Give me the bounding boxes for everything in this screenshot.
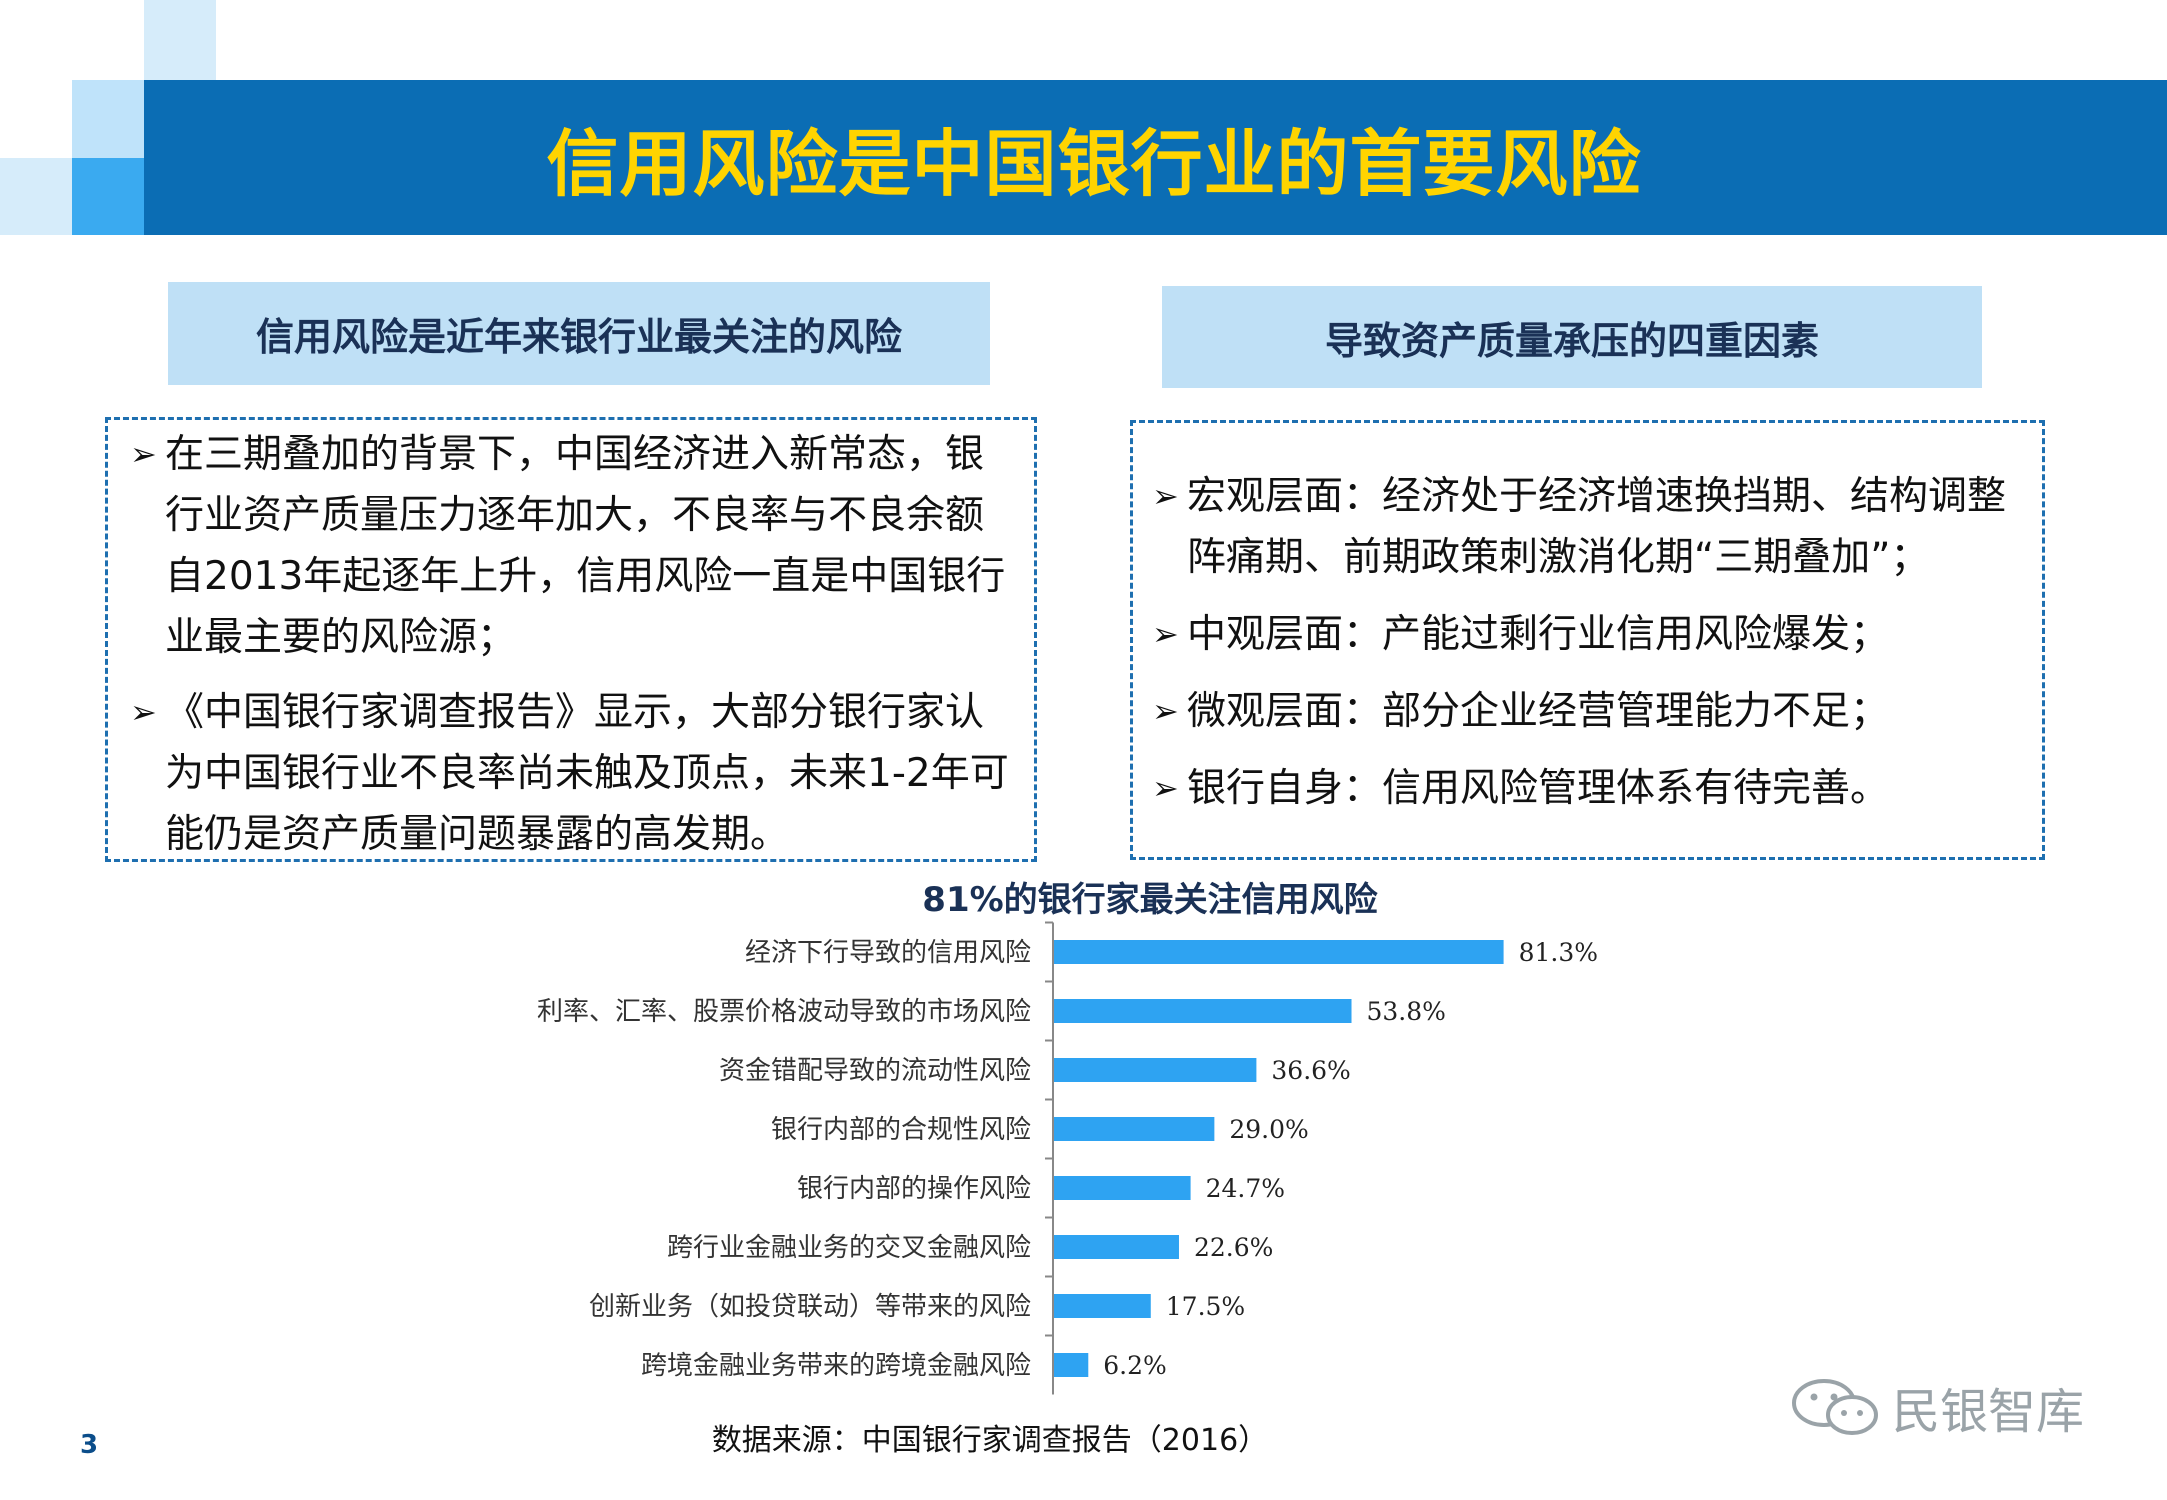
bullet-arrow-icon: ➢ xyxy=(1152,615,1179,653)
left-panel-heading: 信用风险是近年来银行业最关注的风险 xyxy=(168,282,990,385)
bar xyxy=(1054,940,1504,964)
data-label: 17.5% xyxy=(1166,1292,1245,1321)
data-label: 29.0% xyxy=(1229,1115,1308,1144)
bullet-line: 业最主要的风险源； xyxy=(165,615,517,660)
category-label: 跨行业金融业务的交叉金融风险 xyxy=(667,1233,1031,1263)
bar xyxy=(1054,1117,1215,1141)
watermark-text: 民银智库 xyxy=(1892,1384,2085,1440)
decor-square xyxy=(0,158,72,235)
data-source-note: 数据来源：中国银行家调查报告（2016） xyxy=(711,1423,1269,1458)
bullet-line: 阵痛期、前期政策刺激消化期“三期叠加”； xyxy=(1187,535,1930,580)
right-bullet-3: ➢ 微观层面：部分企业经营管理能力不足； xyxy=(1152,681,2032,742)
page-number: 3 xyxy=(80,1430,99,1460)
bullet-line: 为中国银行业不良率尚未触及顶点，未来1-2年可 xyxy=(165,751,1009,796)
decor-square xyxy=(72,158,144,235)
category-label: 创新业务（如投贷联动）等带来的风险 xyxy=(589,1292,1031,1322)
right-bullet-1: ➢ 宏观层面：经济处于经济增速换挡期、结构调整 阵痛期、前期政策刺激消化期“三期… xyxy=(1152,466,2032,588)
bullet-arrow-icon: ➢ xyxy=(1152,477,1179,515)
data-label: 24.7% xyxy=(1206,1174,1285,1203)
wechat-icon xyxy=(1792,1379,1878,1435)
left-panel-box xyxy=(105,417,1037,862)
bullet-line: 能仍是资产质量问题暴露的高发期。 xyxy=(165,812,790,857)
category-label: 银行内部的操作风险 xyxy=(797,1174,1031,1204)
left-bullet-1: ➢ 在三期叠加的背景下，中国经济进入新常态，银 行业资产质量压力逐年加大，不良率… xyxy=(130,424,1030,668)
bullet-line: 在三期叠加的背景下，中国经济进入新常态，银 xyxy=(165,432,985,477)
category-label: 银行内部的合规性风险 xyxy=(771,1115,1031,1145)
bar xyxy=(1054,1294,1151,1318)
right-bullet-2: ➢ 中观层面：产能过剩行业信用风险爆发； xyxy=(1152,604,2032,665)
bar xyxy=(1054,1235,1179,1259)
bullet-line: 《中国银行家调查报告》显示，大部分银行家认 xyxy=(165,690,985,735)
chart-title: 81%的银行家最关注信用风险 xyxy=(922,880,1378,920)
bullet-arrow-icon: ➢ xyxy=(130,693,157,731)
bullet-line: 银行自身：信用风险管理体系有待完善。 xyxy=(1187,766,1890,811)
bar xyxy=(1054,1176,1191,1200)
bullet-arrow-icon: ➢ xyxy=(1152,692,1179,730)
bar xyxy=(1054,1353,1089,1377)
data-label: 6.2% xyxy=(1103,1351,1167,1380)
data-label: 53.8% xyxy=(1367,997,1446,1026)
bullet-line: 自2013年起逐年上升，信用风险一直是中国银行 xyxy=(165,554,1006,599)
decor-square xyxy=(72,80,144,158)
right-bullet-4: ➢ 银行自身：信用风险管理体系有待完善。 xyxy=(1152,758,2032,819)
title-banner xyxy=(144,80,2167,235)
bullet-line: 宏观层面：经济处于经济增速换挡期、结构调整 xyxy=(1187,474,2007,519)
page-title: 信用风险是中国银行业的首要风险 xyxy=(546,122,1642,206)
data-label: 81.3% xyxy=(1519,938,1598,967)
right-panel-box xyxy=(1130,420,2045,860)
bullet-line: 行业资产质量压力逐年加大，不良率与不良余额 xyxy=(165,493,985,538)
right-panel-heading: 导致资产质量承压的四重因素 xyxy=(1162,286,1982,388)
bar xyxy=(1054,1058,1257,1082)
category-label: 经济下行导致的信用风险 xyxy=(745,938,1031,968)
bar xyxy=(1054,999,1352,1023)
bullet-arrow-icon: ➢ xyxy=(1152,769,1179,807)
category-label: 利率、汇率、股票价格波动导致的市场风险 xyxy=(537,997,1031,1027)
category-label: 资金错配导致的流动性风险 xyxy=(719,1056,1031,1086)
data-label: 36.6% xyxy=(1271,1056,1350,1085)
data-label: 22.6% xyxy=(1194,1233,1273,1262)
bullet-arrow-icon: ➢ xyxy=(130,435,157,473)
category-label: 跨境金融业务带来的跨境金融风险 xyxy=(641,1351,1031,1381)
bullet-line: 微观层面：部分企业经营管理能力不足； xyxy=(1187,689,1890,734)
left-bullet-2: ➢ 《中国银行家调查报告》显示，大部分银行家认 为中国银行业不良率尚未触及顶点，… xyxy=(130,682,1030,865)
bullet-line: 中观层面：产能过剩行业信用风险爆发； xyxy=(1187,612,1890,657)
watermark: 民银智库 xyxy=(1790,1372,2110,1442)
decor-square xyxy=(144,0,216,80)
